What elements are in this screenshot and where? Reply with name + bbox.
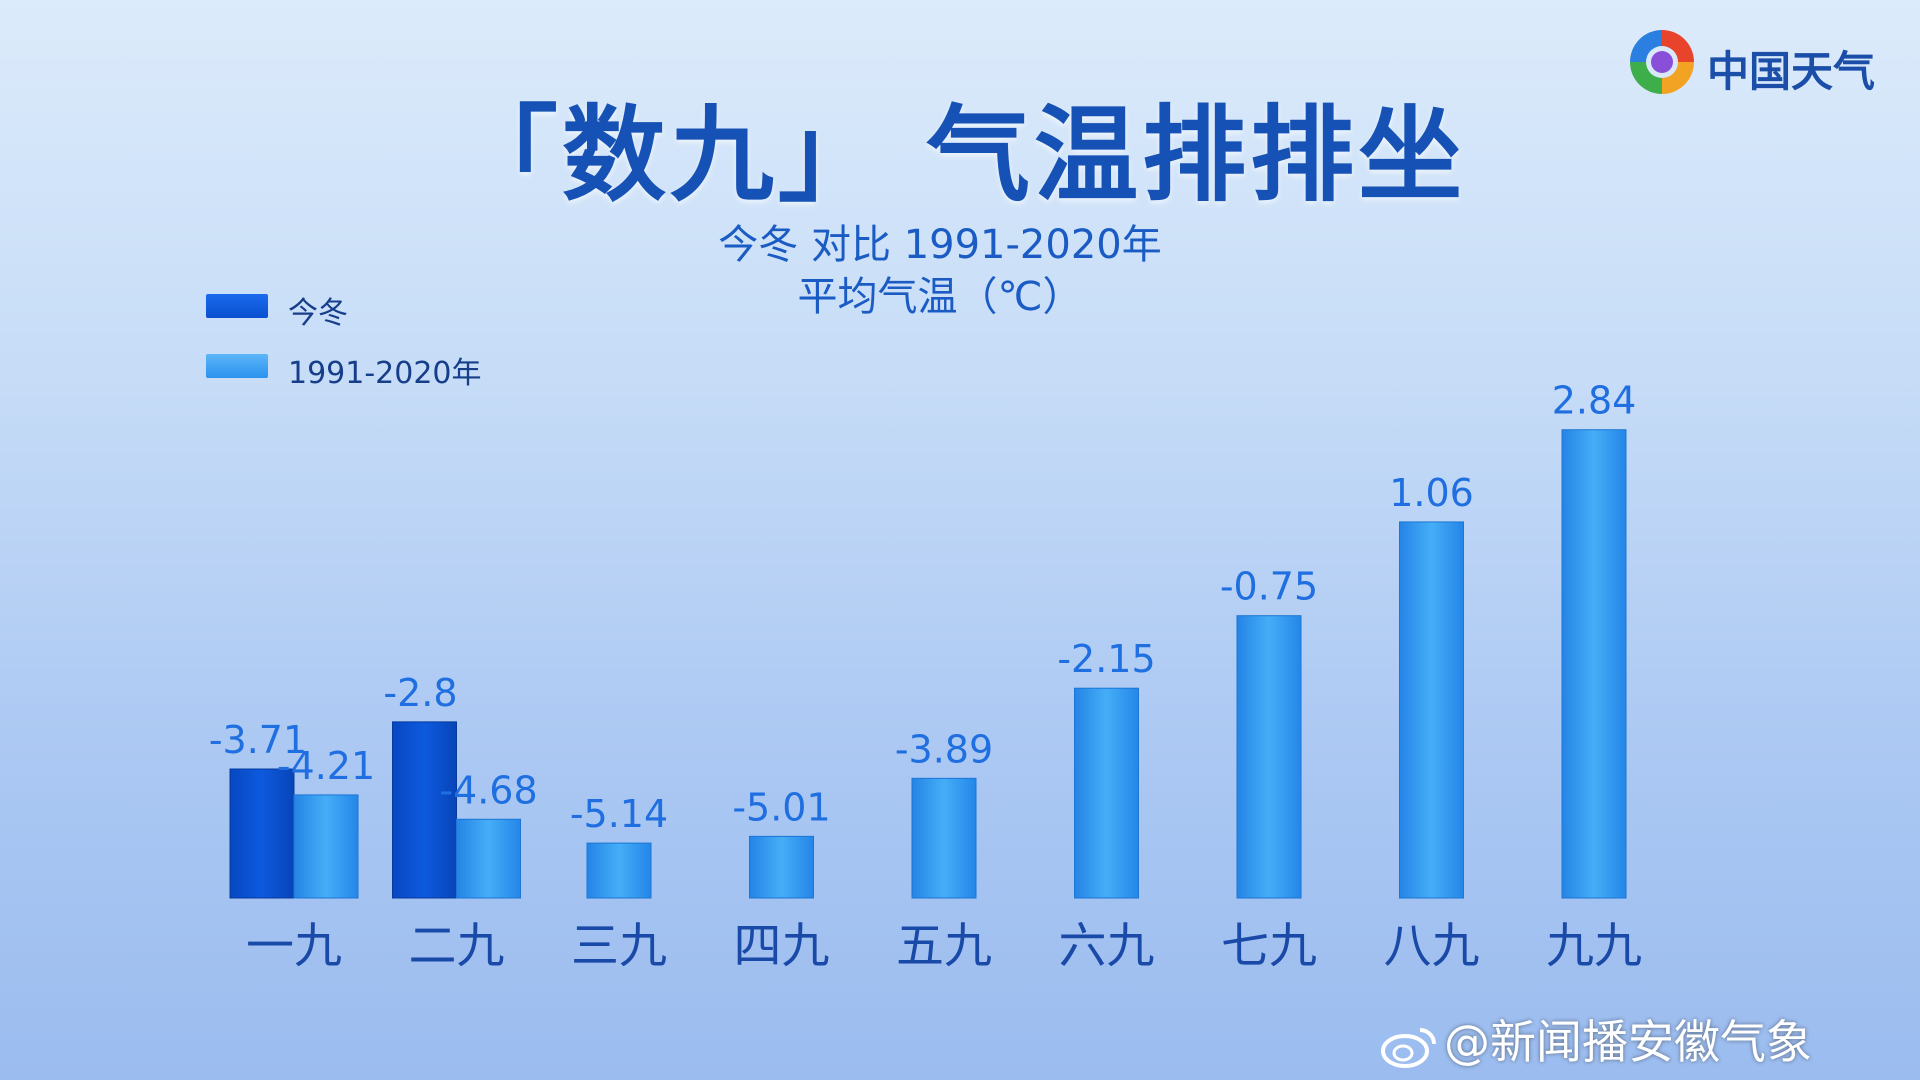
- value-label-normal-8: 1.06: [1389, 471, 1474, 515]
- x-tick-label-3: 三九: [571, 918, 667, 974]
- x-tick-label-6: 六九: [1058, 918, 1154, 974]
- bar-normal-1: [293, 794, 359, 899]
- value-label-normal-3: -5.14: [570, 792, 668, 836]
- x-tick-label-9: 九九: [1546, 918, 1642, 974]
- bar-current-2: [392, 721, 457, 899]
- value-label-normal-9: 2.84: [1552, 379, 1637, 423]
- value-label-normal-5: -3.89: [895, 727, 993, 771]
- bar-normal-7: [1236, 615, 1302, 899]
- chart-subtitle-line2: 平均气温（℃）: [797, 274, 1083, 320]
- x-tick-label-5: 五九: [896, 918, 992, 974]
- legend-swatch-normal: [206, 354, 268, 378]
- legend-label-normal: 1991-2020年: [288, 356, 482, 391]
- x-tick-label-2: 二九: [408, 918, 504, 974]
- bar-normal-5: [911, 777, 977, 899]
- x-tick-label-7: 七九: [1221, 918, 1317, 974]
- chart-title: 「数九」 气温排排坐: [453, 94, 1467, 216]
- value-label-normal-7: -0.75: [1220, 565, 1318, 609]
- brand-logo: 中国天气: [1622, 22, 1882, 102]
- bar-normal-2: [456, 818, 521, 899]
- value-label-normal-4: -5.01: [732, 785, 830, 829]
- bar-normal-4: [749, 835, 814, 899]
- bar-normal-3: [586, 842, 652, 899]
- watermark-text: @新闻播安徽气象: [1444, 1015, 1812, 1069]
- bar-normal-6: [1074, 687, 1139, 899]
- x-tick-label-8: 八九: [1383, 918, 1479, 974]
- x-tick-label-4: 四九: [733, 918, 829, 974]
- brand-logo-text: 中国天气: [1707, 47, 1876, 96]
- legend-swatch-current: [206, 294, 268, 318]
- chart-subtitle-line1: 今冬 对比 1991-2020年: [718, 222, 1162, 268]
- watermark: @新闻播安徽气象: [1380, 1006, 1812, 1072]
- value-label-normal-1: -4.21: [277, 744, 375, 788]
- value-label-normal-2: -4.68: [439, 768, 537, 812]
- value-label-current-2: -2.8: [383, 671, 457, 715]
- bar-normal-8: [1399, 521, 1464, 899]
- x-tick-label-1: 一九: [246, 918, 342, 974]
- legend-label-current: 今冬: [288, 296, 348, 331]
- weibo-icon: [1381, 1027, 1436, 1068]
- value-label-normal-6: -2.15: [1057, 637, 1155, 681]
- colorful-swirl-logo-icon: [1630, 30, 1694, 94]
- bar-normal-9: [1561, 429, 1627, 899]
- bar-current-1: [229, 768, 295, 899]
- value-label-current-1: -3.71: [209, 718, 307, 762]
